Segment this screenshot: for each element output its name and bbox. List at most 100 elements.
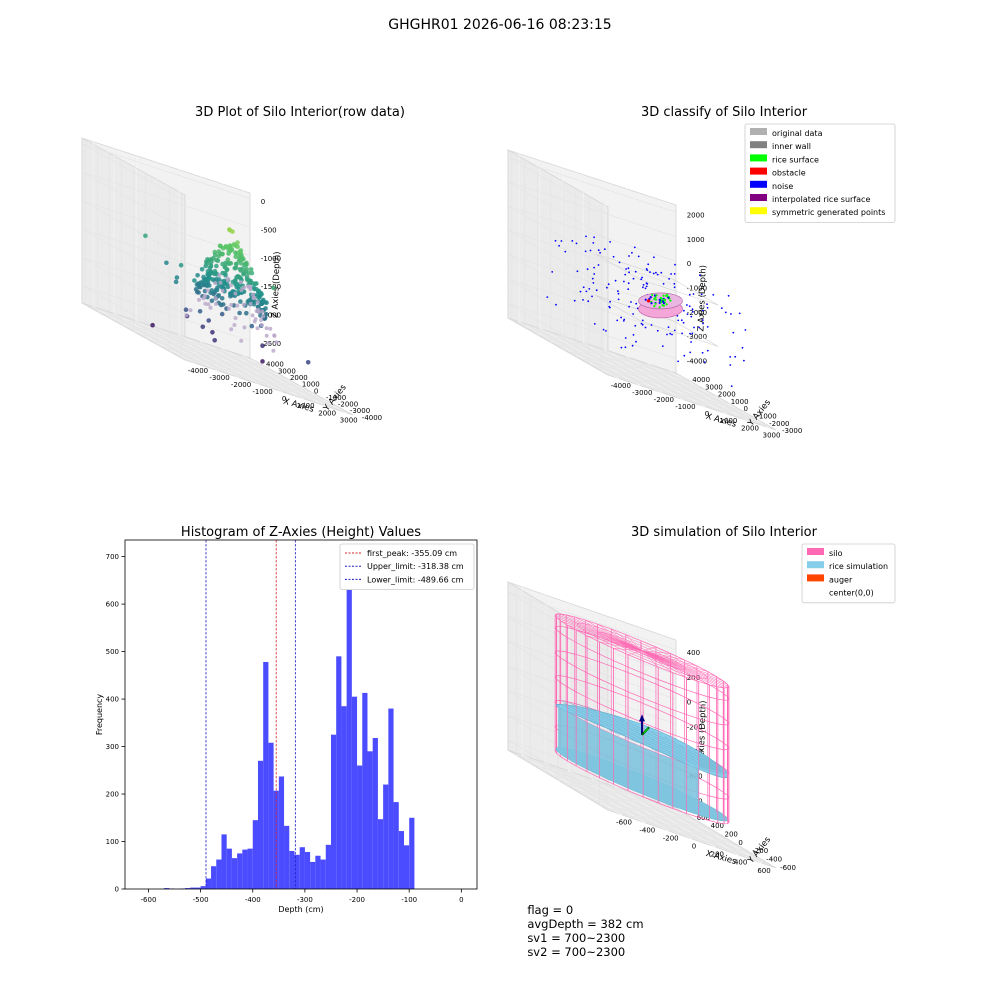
x-tick-label: -200 [349,896,365,904]
sv2-readout: sv2 = 700~2300 [527,945,626,959]
data-point [197,309,203,314]
data-point [209,298,215,304]
z-grid-line [81,285,251,344]
flag-readout: flag = 0 [527,903,574,917]
noise-point [698,326,701,329]
data-point [184,313,189,318]
noise-point [620,346,623,349]
data-point [197,284,202,290]
noise-point [683,354,686,357]
figure-suptitle: GHGHR01 2026-06-16 08:23:15 [388,17,612,33]
data-point [224,267,230,272]
data-point [204,283,210,289]
data-point [266,341,271,346]
data-point [243,262,249,268]
noise-point [586,268,589,271]
noise-point [690,315,693,318]
y-grid-line [543,603,713,830]
rice-surface-point [659,296,662,300]
data-point [200,324,206,330]
data-point [263,306,268,311]
sv1-readout: sv1 = 700~2300 [527,931,626,945]
data-point [239,280,243,285]
y-tick-label: 0 [738,839,742,847]
x-tick-label: 2000 [741,424,759,432]
noise-point [673,286,676,289]
noise-point [627,267,630,270]
noise-point [558,244,560,247]
rice-surface-point [659,299,662,302]
x-tick-label: 3000 [340,416,358,424]
legend-label: obstacle [772,169,806,178]
noise-point [652,272,655,275]
data-point [254,281,259,286]
histogram-bar [315,855,321,889]
noise-point [640,322,643,325]
noise-point [688,293,691,296]
noise-point [624,273,627,276]
histogram-bar [184,888,191,889]
z-tick-label: 200 [687,674,700,682]
x-tick-label: -3000 [632,389,652,397]
noise-point [612,255,615,258]
y-grid-line [145,173,314,394]
histogram-axes-frame [124,539,478,890]
noise-point [699,274,701,277]
y-tick-label: 600 [697,814,710,822]
noise-point [662,282,665,285]
noise-point [702,309,704,312]
noise-point [690,341,692,343]
noise-point [730,385,733,387]
noise-point [724,311,727,314]
y-tick-label: 400 [711,822,724,830]
legend-label: noise [772,182,793,191]
z-tick-label: -4000 [687,358,707,366]
noise-point [656,273,659,276]
simulation-panel-title: 3D simulation of Silo Interior [631,525,818,540]
data-point [204,261,209,266]
x-grid-line [135,155,239,378]
noise-point [617,290,619,293]
z-axis-label: Z Axies (Depth) [270,251,282,318]
z-tick-label: -1000 [261,255,281,263]
histogram-bar [289,851,295,889]
rice-mesh [562,700,661,735]
histogram-bar [409,817,415,889]
noise-point [689,351,692,354]
y-tick-label: 0 [744,405,748,413]
noise-point [634,270,637,273]
rice-surface-point [644,298,647,301]
legend-swatch [807,561,824,569]
legend-swatch [750,154,767,162]
data-point [232,278,238,283]
noise-point [624,337,627,339]
data-point [243,269,248,274]
data-point [257,294,262,300]
y-tick-label: -2000 [338,401,358,409]
x-tick-label: -600 [141,896,157,904]
noise-point [644,326,647,329]
data-point [268,326,273,331]
noise-point [645,285,648,288]
data-point [216,253,221,259]
noise-point [634,324,637,327]
noise-point [647,263,650,266]
y-tick-label: -1000 [326,394,346,402]
data-point [244,310,249,316]
noise-point [585,235,587,238]
legend-label: symmetric generated points [772,208,885,217]
data-point [174,275,180,280]
noise-point [691,308,694,311]
noise-point [618,261,621,264]
noise-point [641,319,644,322]
x-tick-label: -100 [401,896,417,904]
noise-point [606,286,608,289]
noise-point [681,332,683,335]
legend-label: Upper_limit: -318.38 cm [367,562,464,571]
data-point [223,260,228,266]
noise-point [741,346,744,349]
y-grid-line [109,153,278,374]
noise-point [573,299,576,302]
noise-point [622,320,625,322]
histogram-bar [398,831,404,889]
